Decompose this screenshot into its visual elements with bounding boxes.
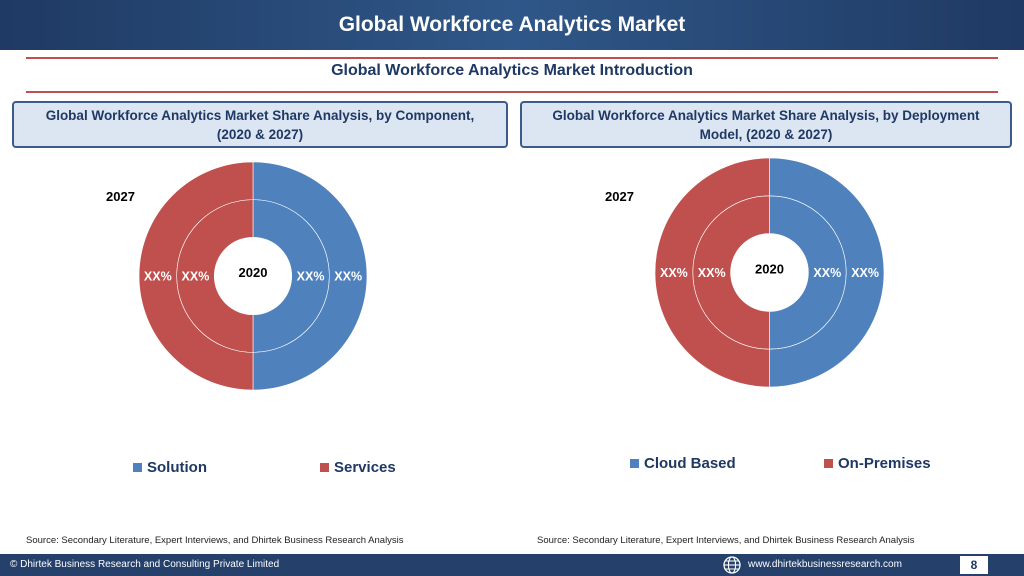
legend-label: Solution bbox=[147, 459, 207, 476]
outer-ring-year-label: 2027 bbox=[605, 189, 634, 204]
page-title: Global Workforce Analytics Market bbox=[338, 13, 686, 36]
legend-label: On-Premises bbox=[838, 455, 931, 472]
component-donut-chart: XX% XX% XX% XX% 2020 bbox=[138, 161, 368, 391]
section-subtitle: Global Workforce Analytics Market Introd… bbox=[331, 62, 693, 79]
legend-item-on-premises: On-Premises bbox=[824, 455, 931, 472]
panel-heading-deployment: Global Workforce Analytics Market Share … bbox=[520, 101, 1012, 148]
ring-2027-slice-on-premises bbox=[654, 157, 770, 388]
legend-swatch bbox=[630, 459, 639, 468]
header-bar: Global Workforce Analytics Market bbox=[0, 0, 1024, 50]
data-label-2020-on-premises: XX% bbox=[698, 266, 726, 280]
ring-2027-slice-cloud-based bbox=[769, 157, 885, 388]
data-label-2027-solution: XX% bbox=[334, 270, 362, 284]
deployment-donut-chart: XX% XX% XX% XX% 2020 bbox=[654, 157, 885, 388]
panel-heading-text: Global Workforce Analytics Market Share … bbox=[45, 107, 475, 142]
legend-label: Cloud Based bbox=[644, 455, 736, 472]
legend-item-solution: Solution bbox=[133, 459, 207, 476]
ring-2027-slice-services bbox=[138, 161, 254, 391]
copyright-text: © Dhirtek Business Research and Consulti… bbox=[10, 559, 280, 570]
page-number: 8 bbox=[960, 556, 988, 574]
data-label-2027-services: XX% bbox=[144, 270, 172, 284]
ring-2027-slice-solution bbox=[252, 161, 368, 391]
website-link[interactable]: www.dhirtekbusinessresearch.com bbox=[748, 559, 902, 570]
data-label-2020-solution: XX% bbox=[297, 270, 325, 284]
source-note: Source: Secondary Literature, Expert Int… bbox=[26, 535, 404, 546]
legend-swatch bbox=[133, 463, 142, 472]
legend-swatch bbox=[320, 463, 329, 472]
legend-swatch bbox=[824, 459, 833, 468]
globe-icon bbox=[723, 556, 741, 574]
data-label-2027-on-premises: XX% bbox=[660, 266, 688, 280]
divider-bottom bbox=[26, 91, 998, 93]
panel-heading-component: Global Workforce Analytics Market Share … bbox=[12, 101, 508, 148]
panel-heading-text: Global Workforce Analytics Market Share … bbox=[552, 107, 980, 142]
data-label-2020-services: XX% bbox=[182, 270, 210, 284]
data-label-2020-cloud-based: XX% bbox=[813, 266, 841, 280]
footer-bar: © Dhirtek Business Research and Consulti… bbox=[0, 554, 1024, 576]
inner-ring-year-label: 2020 bbox=[755, 262, 784, 277]
inner-ring-year-label: 2020 bbox=[239, 265, 268, 280]
legend-item-cloud-based: Cloud Based bbox=[630, 455, 736, 472]
outer-ring-year-label: 2027 bbox=[106, 189, 135, 204]
data-label-2027-cloud-based: XX% bbox=[851, 266, 879, 280]
divider-top bbox=[26, 57, 998, 59]
legend-label: Services bbox=[334, 459, 396, 476]
source-note: Source: Secondary Literature, Expert Int… bbox=[537, 535, 915, 546]
legend-item-services: Services bbox=[320, 459, 396, 476]
